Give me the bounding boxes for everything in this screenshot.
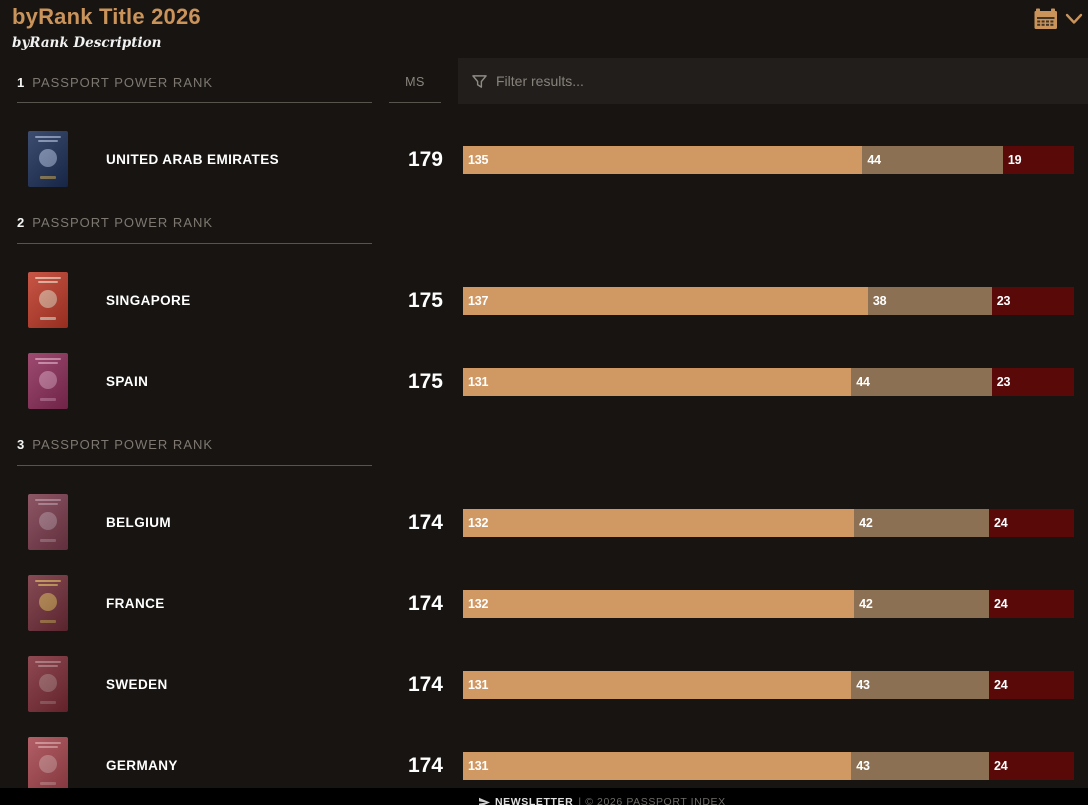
- ms-score: 179: [407, 147, 443, 171]
- country-name: BELGIUM: [106, 515, 172, 530]
- country-row[interactable]: SINGAPORE 175 137 38 23: [0, 260, 1088, 341]
- mobility-bar: 132 42 24: [463, 590, 1074, 618]
- passport-image: [28, 575, 68, 631]
- country-name: SPAIN: [106, 374, 149, 389]
- page-description: byRank Description: [12, 35, 162, 51]
- bar-segment-2: 38: [867, 287, 992, 315]
- mobility-bar: 131 43 24: [463, 671, 1074, 699]
- section-rank: 1: [17, 75, 25, 90]
- country-row[interactable]: GERMANY 174 131 43 24: [0, 725, 1088, 805]
- bar-segment-1: 131: [463, 671, 852, 699]
- mobility-bar: 131 43 24: [463, 752, 1074, 780]
- country-row[interactable]: SWEDEN 174 131 43 24: [0, 644, 1088, 725]
- bar-segment-1: 131: [463, 368, 852, 396]
- ms-score: 174: [407, 510, 443, 534]
- mobility-bar: 131 44 23: [463, 368, 1074, 396]
- ms-score: 174: [407, 591, 443, 615]
- ms-score: 175: [407, 288, 443, 312]
- country-row[interactable]: UNITED ARAB EMIRATES 179 135 44 19: [0, 119, 1088, 200]
- section-label: PASSPORT POWER RANK: [32, 75, 214, 90]
- page-title: byRank Title 2026: [12, 4, 201, 29]
- send-icon: [479, 797, 490, 805]
- bar-segment-2: 42: [854, 509, 989, 537]
- bar-segment-1: 135: [463, 146, 863, 174]
- ms-column-header: MS: [405, 75, 425, 89]
- passport-image: [28, 494, 68, 550]
- bar-segment-3: 24: [988, 752, 1074, 780]
- bar-segment-3: 24: [988, 590, 1074, 618]
- calendar-icon[interactable]: [1034, 8, 1058, 30]
- section-rank: 2: [17, 215, 25, 230]
- passport-image: [28, 131, 68, 187]
- mobility-bar: 137 38 23: [463, 287, 1074, 315]
- bar-segment-2: 42: [854, 590, 989, 618]
- bar-segment-1: 131: [463, 752, 852, 780]
- filter-bar: [458, 58, 1088, 104]
- country-row[interactable]: SPAIN 175 131 44 23: [0, 341, 1088, 422]
- section-label: PASSPORT POWER RANK: [32, 437, 214, 452]
- ms-column-underline: [389, 102, 441, 103]
- passport-image: [28, 353, 68, 409]
- bar-segment-1: 137: [463, 287, 868, 315]
- country-name: SWEDEN: [106, 677, 168, 692]
- newsletter-link[interactable]: NEWSLETTER: [495, 796, 574, 805]
- bar-segment-3: 23: [991, 287, 1074, 315]
- country-name: SINGAPORE: [106, 293, 191, 308]
- bar-segment-1: 132: [463, 509, 855, 537]
- section-header-1: 1 PASSPORT POWER RANK: [17, 69, 372, 103]
- footer-copyright: | © 2026 PASSPORT INDEX: [578, 796, 726, 805]
- bar-segment-2: 44: [862, 146, 1003, 174]
- bar-segment-2: 44: [851, 368, 992, 396]
- section-header: 3 PASSPORT POWER RANK: [17, 422, 372, 466]
- section-header: 2 PASSPORT POWER RANK: [17, 200, 372, 244]
- footer-bar: NEWSLETTER | © 2026 PASSPORT INDEX: [0, 788, 1088, 805]
- mobility-bar: 135 44 19: [463, 146, 1074, 174]
- ms-score: 174: [407, 753, 443, 777]
- passport-image: [28, 656, 68, 712]
- year-selector: [1034, 8, 1083, 30]
- bar-segment-3: 23: [991, 368, 1074, 396]
- ms-score: 174: [407, 672, 443, 696]
- country-row[interactable]: BELGIUM 174 132 42 24: [0, 482, 1088, 563]
- passport-image: [28, 272, 68, 328]
- passport-image: [28, 737, 68, 793]
- bar-segment-1: 132: [463, 590, 855, 618]
- section-rank: 3: [17, 437, 25, 452]
- bar-segment-3: 24: [988, 509, 1074, 537]
- bar-segment-2: 43: [851, 671, 989, 699]
- ranking-list: UNITED ARAB EMIRATES 179 135 44 19 2 PASSPO…: [0, 103, 1088, 805]
- country-name: GERMANY: [106, 758, 178, 773]
- mobility-bar: 132 42 24: [463, 509, 1074, 537]
- filter-input[interactable]: [496, 73, 896, 89]
- section-label: PASSPORT POWER RANK: [32, 215, 214, 230]
- country-name: UNITED ARAB EMIRATES: [106, 152, 279, 167]
- bar-segment-3: 19: [1002, 146, 1074, 174]
- chevron-down-icon[interactable]: [1065, 13, 1083, 25]
- ms-score: 175: [407, 369, 443, 393]
- bar-segment-2: 43: [851, 752, 989, 780]
- filter-icon: [472, 74, 487, 88]
- country-name: FRANCE: [106, 596, 165, 611]
- country-row[interactable]: FRANCE 174 132 42 24: [0, 563, 1088, 644]
- bar-segment-3: 24: [988, 671, 1074, 699]
